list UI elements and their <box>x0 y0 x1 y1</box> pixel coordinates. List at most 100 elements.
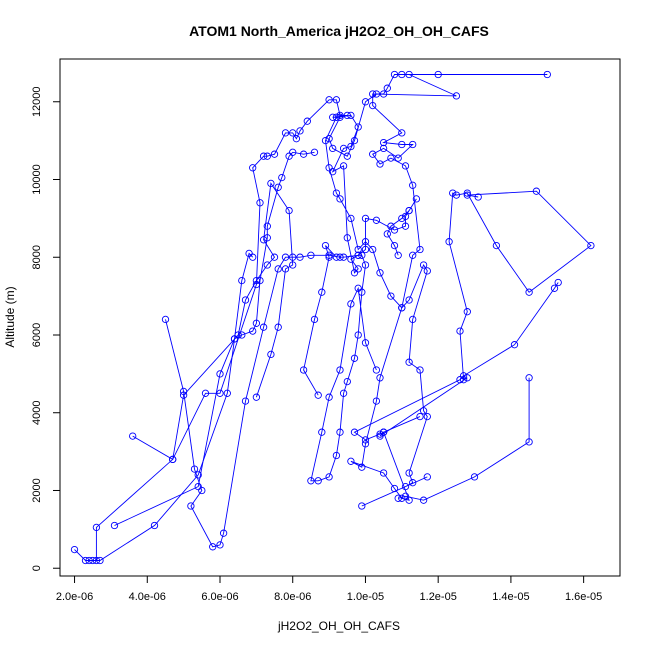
data-point <box>350 354 359 362</box>
y-tick-label: 8000 <box>31 245 43 269</box>
data-point <box>398 129 406 137</box>
data-point <box>85 556 93 565</box>
data-point <box>379 469 388 477</box>
data-point <box>339 144 348 153</box>
data-point <box>241 397 250 405</box>
data-point <box>325 164 333 172</box>
data-point <box>209 543 217 551</box>
data-point <box>249 164 257 172</box>
data-point <box>550 284 559 292</box>
series-9 <box>350 278 562 444</box>
data-point <box>361 245 370 254</box>
data-point <box>252 319 261 327</box>
data-point <box>336 428 344 436</box>
data-point <box>321 241 330 250</box>
data-point <box>423 267 431 275</box>
data-point <box>376 430 384 438</box>
data-point <box>419 407 428 415</box>
data-point <box>70 545 79 554</box>
data-point <box>452 92 461 100</box>
data-point <box>398 304 406 312</box>
data-point <box>390 70 399 79</box>
data-point <box>292 135 301 143</box>
data-point <box>350 269 359 277</box>
data-point <box>401 212 410 221</box>
data-point <box>252 393 261 401</box>
series-line <box>325 114 428 507</box>
data-point <box>376 432 384 440</box>
data-point <box>96 556 104 565</box>
data-point <box>390 241 399 250</box>
data-point <box>419 261 428 269</box>
data-point <box>419 496 428 504</box>
data-point <box>387 154 395 162</box>
data-point <box>361 214 370 223</box>
data-point <box>379 144 388 153</box>
data-point <box>299 366 308 374</box>
data-point <box>369 245 377 254</box>
series-line <box>114 252 254 526</box>
series-7 <box>394 374 533 504</box>
data-point <box>332 96 341 104</box>
data-point <box>307 251 315 259</box>
data-point <box>376 374 384 382</box>
y-axis-label: Altitude (m) <box>3 286 17 347</box>
data-point <box>409 181 417 189</box>
data-point <box>416 245 424 254</box>
data-point <box>409 251 417 259</box>
data-point <box>394 154 402 162</box>
data-point <box>339 389 348 397</box>
data-point <box>332 451 341 460</box>
series-line <box>165 254 377 548</box>
data-point <box>263 261 271 269</box>
data-point <box>201 389 210 397</box>
series-line <box>89 151 315 561</box>
data-point <box>383 230 391 238</box>
data-point <box>463 374 471 382</box>
data-point <box>281 265 290 273</box>
data-point <box>434 70 442 79</box>
data-point <box>281 253 290 261</box>
data-point <box>445 238 453 246</box>
data-point <box>187 502 195 510</box>
data-point <box>259 152 268 160</box>
data-point <box>401 222 410 230</box>
data-point <box>281 129 290 137</box>
data-point <box>587 241 595 250</box>
data-point <box>332 253 341 261</box>
series-line <box>74 74 592 561</box>
data-point <box>416 366 424 374</box>
data-point <box>259 236 268 244</box>
data-point <box>372 397 381 405</box>
data-point <box>525 438 533 446</box>
data-point <box>263 152 271 160</box>
series-3 <box>161 251 381 551</box>
data-point <box>296 127 304 135</box>
data-point <box>401 162 410 170</box>
series-1 <box>70 70 595 565</box>
data-point <box>274 265 282 273</box>
data-point <box>369 90 377 98</box>
data-point <box>314 391 322 399</box>
data-point <box>409 315 417 324</box>
data-point <box>387 292 395 300</box>
data-point <box>325 96 333 104</box>
data-point <box>336 111 344 120</box>
data-point <box>325 473 333 481</box>
data-point <box>361 238 370 246</box>
x-tick-label: 1.0e-05 <box>347 591 384 603</box>
data-point <box>354 265 362 273</box>
data-point <box>325 393 333 401</box>
data-point <box>303 117 311 125</box>
data-point <box>456 376 464 384</box>
data-point <box>325 253 333 261</box>
data-point <box>347 142 355 151</box>
data-point <box>358 251 366 259</box>
data-point <box>267 350 275 359</box>
data-point <box>343 377 351 386</box>
data-point <box>310 148 319 156</box>
data-point <box>321 136 330 145</box>
data-point <box>394 494 402 502</box>
data-point <box>405 469 413 477</box>
